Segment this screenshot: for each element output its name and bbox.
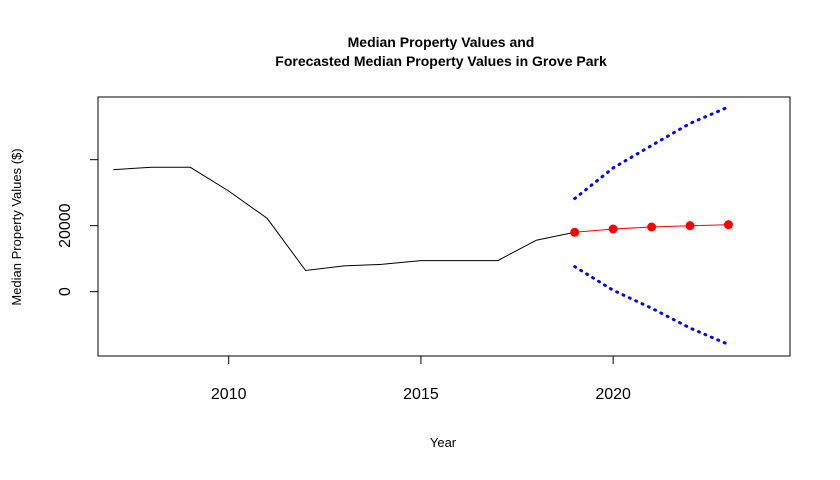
observed-line [113,166,575,272]
x-tick-label: 2010 [211,386,247,403]
y-tick-label: 0 [57,287,74,296]
x-axis: 2010 2015 2020 [211,355,631,403]
series-layer [113,105,733,346]
lower-bound-line [573,265,730,346]
forecast-point [723,220,733,230]
y-axis-label: Median Property Values ($) [9,148,24,305]
upper-bound-line [573,105,730,201]
forecast-point [685,221,695,231]
x-tick-label: 2015 [403,386,439,403]
forecast-point [608,224,618,234]
y-axis: 0 20000 [57,159,99,296]
forecast-point [570,227,580,237]
y-tick-label: 20000 [57,203,74,248]
chart-title-line1: Median Property Values and [348,34,535,50]
forecast-point [647,222,657,232]
x-tick-label: 2020 [595,386,631,403]
x-axis-label: Year [430,435,457,450]
chart-title-line2: Forecasted Median Property Values in Gro… [275,53,607,69]
